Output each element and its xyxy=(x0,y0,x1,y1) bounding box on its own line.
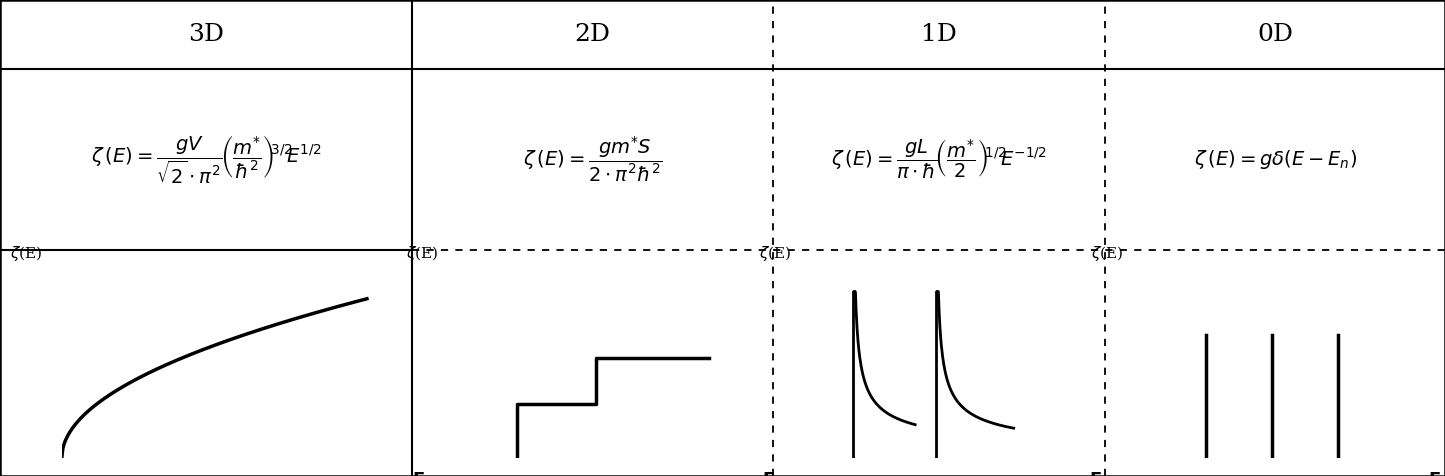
Text: $\mathbf{E}$: $\mathbf{E}$ xyxy=(412,471,425,476)
Text: $\zeta\,(E)=\dfrac{gV}{\sqrt{2}\cdot\pi^{2}}\!\left(\dfrac{m^{*}}{\hbar^{2}}\rig: $\zeta\,(E)=\dfrac{gV}{\sqrt{2}\cdot\pi^… xyxy=(91,133,321,186)
Text: 2D: 2D xyxy=(575,23,610,46)
Text: $\zeta\,(E)=\dfrac{gL}{\pi\cdot\hbar}\!\left(\dfrac{m^{*}}{2}\right)^{\!\!1/2}\!: $\zeta\,(E)=\dfrac{gL}{\pi\cdot\hbar}\!\… xyxy=(831,138,1048,181)
Text: $\zeta$(E): $\zeta$(E) xyxy=(759,244,790,263)
Text: 0D: 0D xyxy=(1257,23,1293,46)
Text: $\zeta$(E): $\zeta$(E) xyxy=(10,244,42,263)
Text: $\zeta$(E): $\zeta$(E) xyxy=(1091,244,1124,263)
Text: $\zeta\,(E)=g\delta(E-E_{n})$: $\zeta\,(E)=g\delta(E-E_{n})$ xyxy=(1194,148,1357,171)
Text: $\mathbf{E}$: $\mathbf{E}$ xyxy=(763,471,776,476)
Text: 3D: 3D xyxy=(188,23,224,46)
Text: $\zeta$(E): $\zeta$(E) xyxy=(406,244,438,263)
Text: $\zeta\,(E)=\dfrac{gm^{*}S}{2\cdot\pi^{2}\hbar^{2}}$: $\zeta\,(E)=\dfrac{gm^{*}S}{2\cdot\pi^{2… xyxy=(523,135,662,184)
Text: 1D: 1D xyxy=(922,23,957,46)
Text: $\mathbf{E}$: $\mathbf{E}$ xyxy=(1090,471,1101,476)
Text: $\mathbf{E}$: $\mathbf{E}$ xyxy=(1428,471,1441,476)
